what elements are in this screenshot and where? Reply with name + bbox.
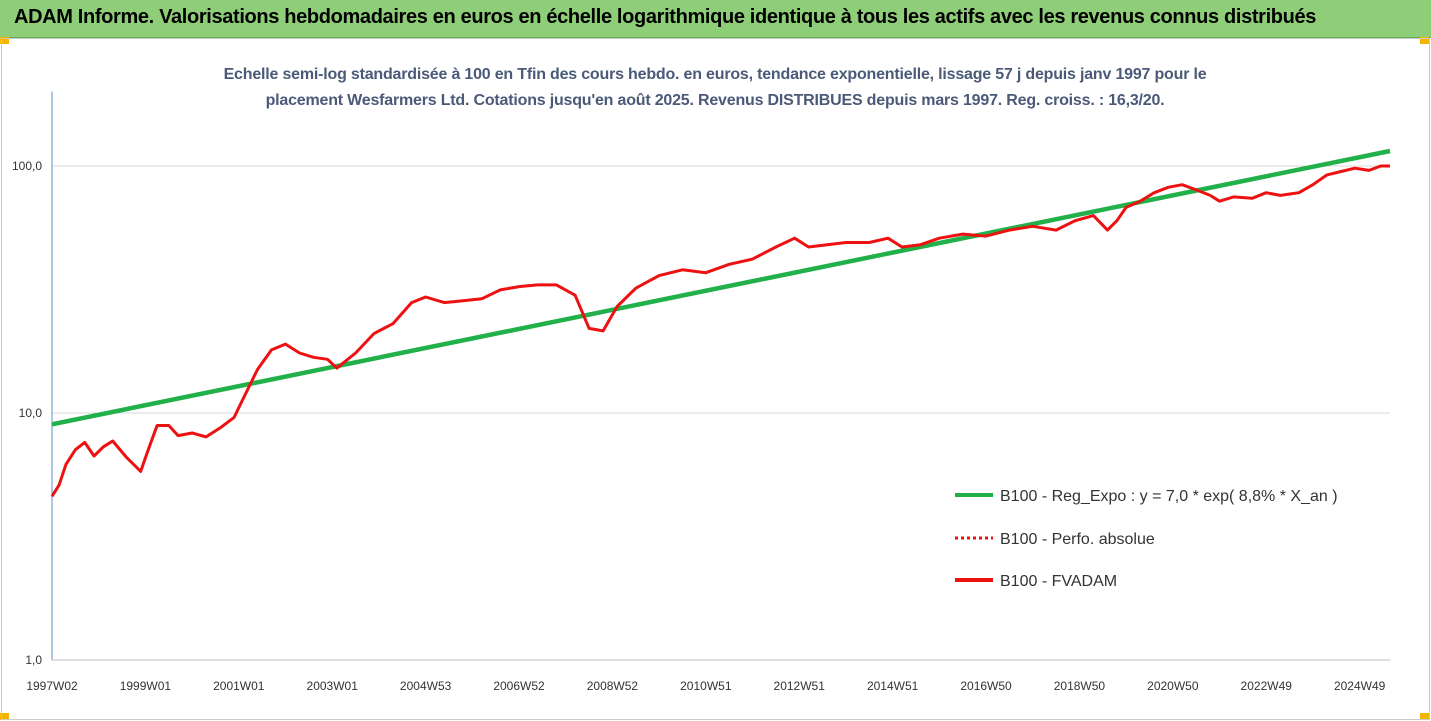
y-tick-label: 100,0	[12, 159, 42, 173]
x-tick-label: 2003W01	[307, 679, 359, 693]
corner-marker	[0, 37, 9, 44]
y-tick-label: 10,0	[19, 406, 43, 420]
chart-title-line-2: placement Wesfarmers Ltd. Cotations jusq…	[265, 92, 1165, 109]
chart-title: Echelle semi-log standardisée à 100 en T…	[150, 62, 1280, 114]
x-tick-label: 2022W49	[1241, 679, 1293, 693]
legend-item-perfo-absolue-label: B100 - Perfo. absolue	[1000, 531, 1155, 548]
legend-item-fvadam-label: B100 - FVADAM	[1000, 573, 1117, 590]
x-tick-label: 2018W50	[1054, 679, 1106, 693]
x-tick-label: 2001W01	[213, 679, 265, 693]
x-tick-label: 2016W50	[960, 679, 1012, 693]
x-tick-label: 2008W52	[587, 679, 639, 693]
header-banner: ADAM Informe. Valorisations hebdomadaire…	[0, 0, 1431, 38]
x-tick-label: 2020W50	[1147, 679, 1199, 693]
x-tick-label: 2014W51	[867, 679, 919, 693]
x-tick-label: 1999W01	[120, 679, 172, 693]
chart-title-line-1: Echelle semi-log standardisée à 100 en T…	[223, 66, 1207, 83]
series-line-fvadam	[50, 164, 1390, 498]
x-tick-label: 2024W49	[1334, 679, 1386, 693]
x-tick-label: 2006W52	[493, 679, 545, 693]
corner-marker	[0, 713, 9, 720]
x-tick-label: 2012W51	[774, 679, 826, 693]
y-tick-label: 1,0	[25, 653, 42, 667]
chart-frame	[1, 38, 1430, 720]
x-tick-label: 1997W02	[26, 679, 78, 693]
legend-item-reg-expo-label: B100 - Reg_Expo : y = 7,0 * exp( 8,8% * …	[1000, 488, 1338, 505]
page-title: ADAM Informe. Valorisations hebdomadaire…	[14, 6, 1317, 28]
x-tick-label: 2004W53	[400, 679, 452, 693]
series-line-reg-expo	[51, 148, 1391, 427]
x-tick-label: 2010W51	[680, 679, 732, 693]
corner-marker	[1420, 713, 1429, 720]
corner-marker	[1420, 37, 1429, 44]
